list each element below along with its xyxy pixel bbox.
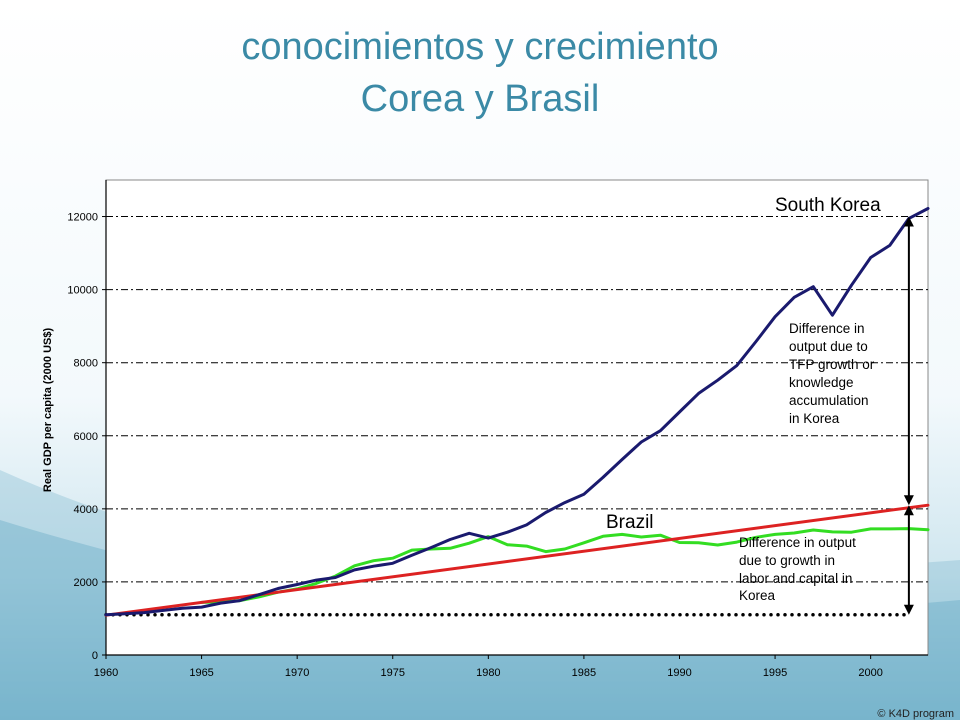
tfp-annotation-line: knowledge	[789, 375, 854, 390]
labels: Real GDP per capita (2000 US$) South Kor…	[42, 195, 881, 603]
slide-subtitle: Corea y Brasil	[360, 78, 600, 120]
x-tick-label: 1965	[189, 667, 213, 679]
labor-annotation-line: Difference in output	[739, 535, 856, 550]
arrow-head	[903, 495, 914, 506]
south-korea-line	[104, 207, 930, 617]
y-tick-label: 8000	[74, 358, 98, 370]
x-tick-label: 2000	[858, 667, 882, 679]
y-tick-label: 0	[92, 650, 98, 662]
arrows	[903, 216, 914, 615]
tfp-annotation-line: output due to	[789, 339, 868, 354]
copyright-footer: © K4D program	[877, 708, 954, 720]
y-tick-label: 4000	[74, 504, 98, 516]
x-tick-label: 1975	[381, 667, 405, 679]
labor-annotation-line: labor and capital in	[739, 571, 852, 586]
labor-annotation-line: due to growth in	[739, 553, 835, 568]
arrow-head	[903, 505, 914, 516]
south-korea-label: South Korea	[775, 195, 881, 216]
x-tick-label: 1960	[94, 667, 118, 679]
brazil-line	[200, 527, 930, 604]
tfp-annotation-line: TFP growth or	[789, 357, 875, 372]
y-tick-label: 2000	[74, 577, 98, 589]
arrow-head	[903, 604, 914, 615]
x-tick-label: 1990	[667, 667, 691, 679]
x-tick-label: 1985	[572, 667, 596, 679]
plot-area	[105, 179, 929, 656]
y-tick-label: 10000	[67, 285, 98, 297]
tfp-annotation-line: in Korea	[789, 411, 840, 426]
trend-line	[104, 503, 930, 617]
y-axis-label: Real GDP per capita (2000 US$)	[42, 328, 54, 493]
grid-lines	[106, 216, 928, 583]
arrow-head	[903, 216, 914, 227]
labor-annotation-line: Korea	[739, 588, 776, 603]
x-tick-label: 1995	[763, 667, 787, 679]
brazil-label: Brazil	[606, 512, 654, 533]
y-tick-label: 6000	[74, 431, 98, 443]
x-tick-label: 1980	[476, 667, 500, 679]
x-tick-label: 1970	[285, 667, 309, 679]
y-tick-label: 12000	[67, 212, 98, 224]
axes: 0 2000 4000 6000 8000 10000 12000 1960 1965 1970 1…	[67, 180, 928, 679]
slide-title: conocimientos y crecimiento	[241, 26, 719, 68]
series-lines	[104, 207, 930, 617]
tfp-annotation-line: Difference in	[789, 321, 865, 336]
tfp-annotation-line: accumulation	[789, 393, 869, 408]
